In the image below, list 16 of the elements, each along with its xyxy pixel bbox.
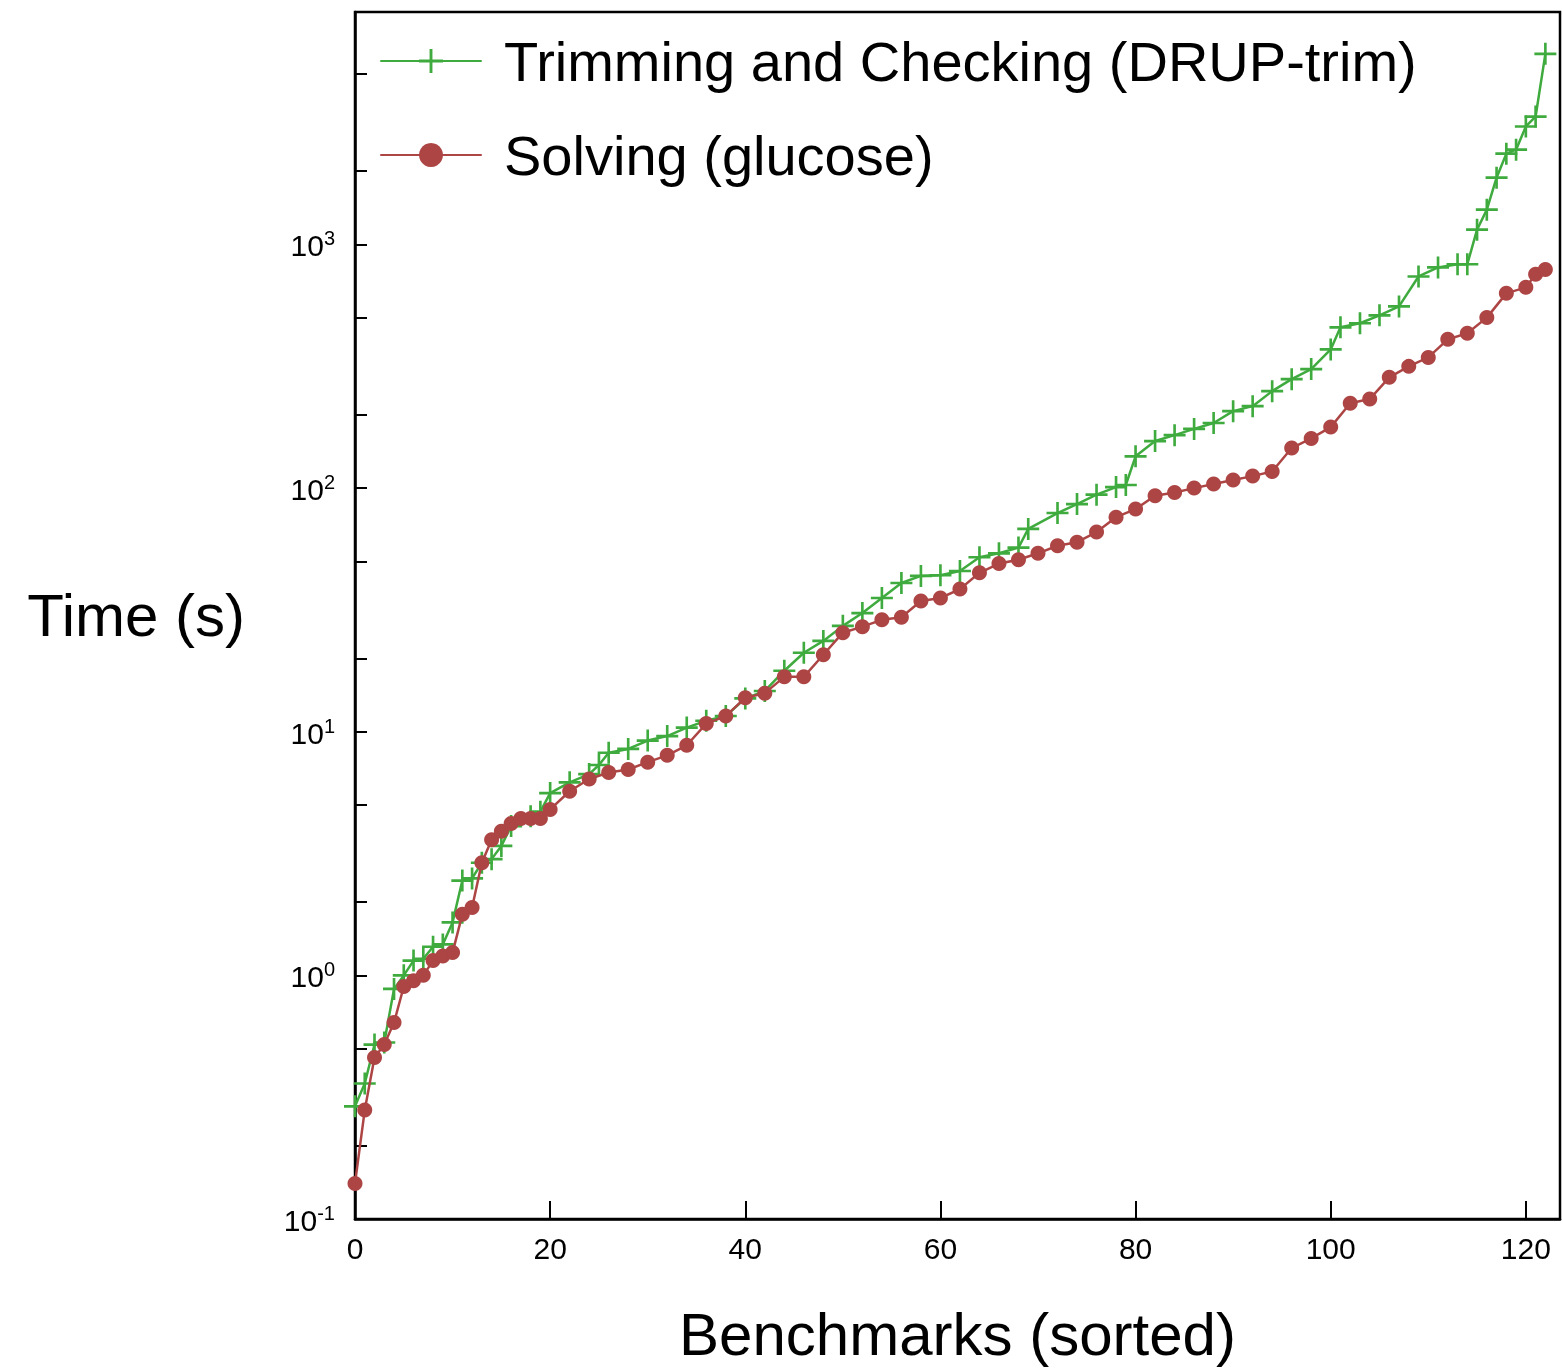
x-tick-label: 20 — [533, 1231, 567, 1265]
legend-label: Solving (glucose) — [504, 123, 934, 187]
x-tick-label: 100 — [1305, 1231, 1356, 1265]
y-tick-label: 10$^{0}$ — [290, 957, 335, 993]
y-tick-label: 10$^{1}$ — [290, 714, 335, 750]
x-tick-label: 120 — [1500, 1231, 1551, 1265]
x-tick-label: 0 — [346, 1231, 364, 1265]
legend-label: Trimming and Checking (DRUP-trim) — [504, 29, 1417, 93]
y-tick-label: 10$^{-1}$ — [283, 1201, 335, 1237]
y-tick-label: 10$^{3}$ — [290, 226, 335, 262]
x-axis-title: Benchmarks (sorted) — [679, 1300, 1236, 1368]
x-tick-label: 60 — [923, 1231, 958, 1265]
x-tick-label: 40 — [728, 1231, 762, 1265]
y-tick-label: 10$^{2}$ — [290, 470, 335, 506]
x-tick-label: 80 — [1118, 1231, 1153, 1265]
y-axis-title: Time (s) — [27, 582, 245, 649]
